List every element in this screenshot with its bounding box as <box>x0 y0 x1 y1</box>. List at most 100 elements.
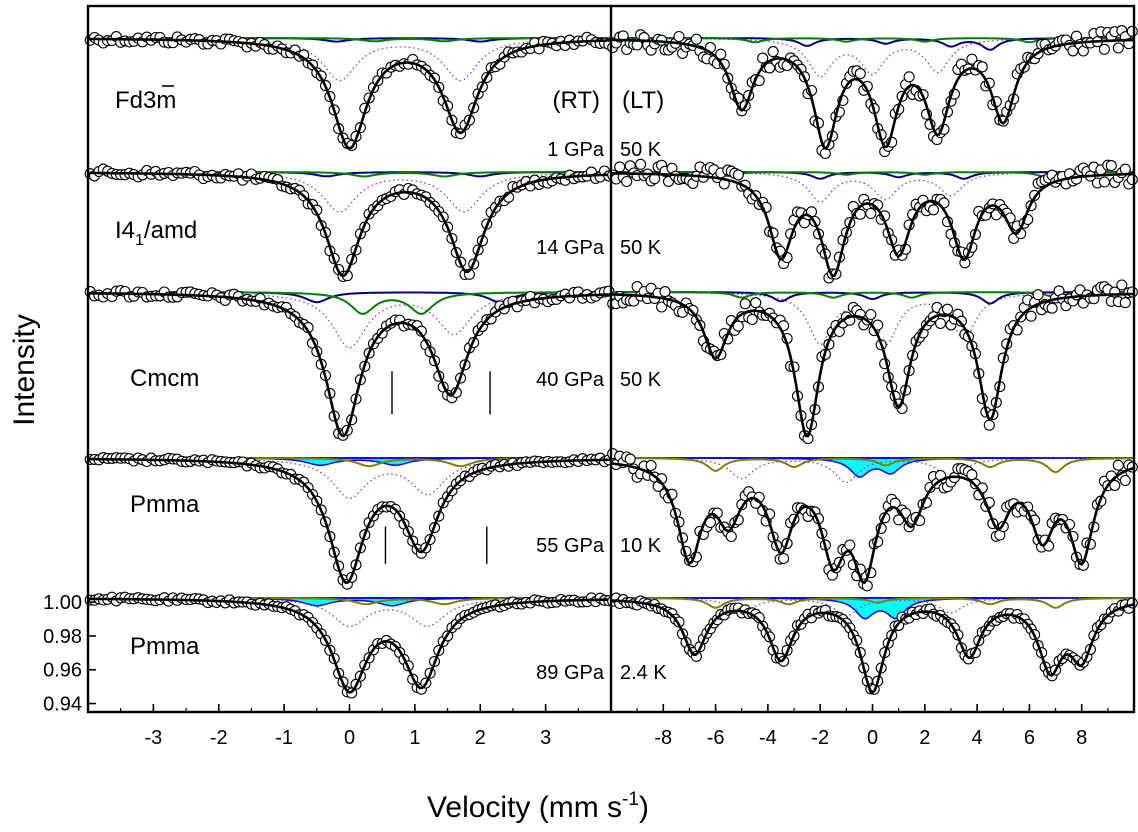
y-tick-label: 1.00 <box>43 592 82 614</box>
data-point <box>1112 459 1124 471</box>
data-point <box>614 161 626 173</box>
x-tick-label: 1 <box>409 727 420 749</box>
dotted-subspectrum <box>88 37 612 82</box>
temperature-label-50k-2: 50 K <box>620 237 662 259</box>
data-point <box>1116 279 1128 291</box>
data-point <box>687 304 699 316</box>
axis-layer: -3 -2 -1 0 1 2 3 -8 -6 -4 -2 0 2 4 6 8 0.94 0.96 0.98 1.00 <box>43 592 1135 749</box>
phase-label-pmma-55: Pmma <box>130 491 200 518</box>
data-point <box>955 315 967 327</box>
x-axis-title-main: Velocity (mm s <box>427 791 622 824</box>
pressure-label-40gpa: 40 GPa <box>536 369 605 391</box>
x-tick-label: 3 <box>540 727 551 749</box>
data-point <box>746 313 758 326</box>
y-tick-label: 0.96 <box>43 660 82 682</box>
temperature-label-2-4k: 2.4 K <box>620 662 667 684</box>
x-tick-label: 6 <box>1024 727 1035 749</box>
data-point <box>941 303 954 315</box>
x-tick-label: 2 <box>475 727 486 749</box>
data-point <box>1126 286 1138 298</box>
data-point <box>1046 302 1058 314</box>
data-point <box>1126 25 1138 37</box>
lt-header: (LT) <box>622 87 664 114</box>
phase-label-fd3m: Fd3m <box>115 87 176 114</box>
temperature-label-10k: 10 K <box>620 535 662 557</box>
data-point <box>659 286 671 298</box>
total-fit-curve <box>610 462 1135 585</box>
data-point <box>621 175 633 188</box>
x-axis-title-superscript: -1 <box>622 789 639 810</box>
total-fit-curve <box>88 292 612 438</box>
phase-label-cmcm: Cmcm <box>130 365 199 392</box>
data-point <box>927 204 940 216</box>
y-tick-label: 0.94 <box>43 694 82 716</box>
data-point <box>739 298 751 310</box>
data-point <box>732 320 744 332</box>
data-point <box>1098 43 1110 55</box>
data-point <box>715 48 727 60</box>
data-point <box>865 308 877 321</box>
x-tick-label: 8 <box>1076 727 1087 749</box>
phase-label-pmma-89: Pmma <box>130 633 200 660</box>
x-tick-label: -2 <box>210 727 228 749</box>
x-tick-label: -8 <box>654 727 672 749</box>
x-tick-label: 0 <box>344 727 355 749</box>
data-point <box>1105 160 1117 172</box>
site-curve-olive <box>611 597 1134 609</box>
data-point <box>1025 310 1037 322</box>
y-tick-label: 0.98 <box>43 626 82 648</box>
x-tick-label: -6 <box>707 727 725 749</box>
x-tick-label: -1 <box>275 727 293 749</box>
total-fit-curve <box>610 599 1135 695</box>
data-point <box>767 46 779 58</box>
data-point <box>725 530 737 543</box>
data-point <box>966 469 978 481</box>
data-point <box>690 33 702 45</box>
x-tick-label: -2 <box>811 727 829 749</box>
site-curve-green <box>611 291 1134 299</box>
temperature-label-50k-3: 50 K <box>620 369 662 391</box>
data-point <box>1032 289 1044 301</box>
total-fit-curve <box>88 457 611 584</box>
total-fit-curve <box>611 38 1135 151</box>
data-point <box>844 539 856 551</box>
data-point <box>750 297 762 309</box>
data-point <box>966 53 978 65</box>
dotted-subspectrum <box>611 457 1134 484</box>
data-point <box>976 61 988 73</box>
total-fit-curve <box>610 292 1134 438</box>
pressure-label-89gpa: 89 GPa <box>536 662 605 684</box>
x-axis-title-end: ) <box>639 791 649 824</box>
data-point <box>778 552 790 565</box>
x-tick-label: 4 <box>972 727 983 749</box>
data-point <box>656 301 668 313</box>
plot-layer <box>84 25 1138 699</box>
x-tick-label: 2 <box>919 727 930 749</box>
total-fit-curve <box>88 37 612 150</box>
data-point <box>1109 479 1121 491</box>
data-point <box>865 207 877 220</box>
y-axis-title: Intensity <box>8 314 41 426</box>
site-curve-olive <box>611 457 1134 474</box>
data-point <box>1098 176 1110 188</box>
x-tick-label: -4 <box>759 727 777 749</box>
data-point <box>624 453 636 465</box>
data-point <box>903 71 915 83</box>
data-point <box>732 169 744 181</box>
data-point <box>645 459 657 472</box>
x-tick-label: -3 <box>144 727 162 749</box>
x-axis-title: Velocity (mm s-1) <box>427 789 649 824</box>
phase-label-i41amd: I41/amd <box>115 217 197 249</box>
data-point <box>1119 163 1131 175</box>
data-point <box>983 419 995 431</box>
data-point <box>1119 474 1131 487</box>
total-fit-curve <box>610 172 1134 278</box>
pressure-label-14gpa: 14 GPa <box>536 237 605 259</box>
data-point <box>934 317 947 329</box>
data-point <box>1112 42 1124 54</box>
rt-header: (RT) <box>552 87 600 114</box>
data-point <box>1126 174 1138 186</box>
data-point <box>673 30 685 43</box>
data-point <box>1119 297 1131 309</box>
